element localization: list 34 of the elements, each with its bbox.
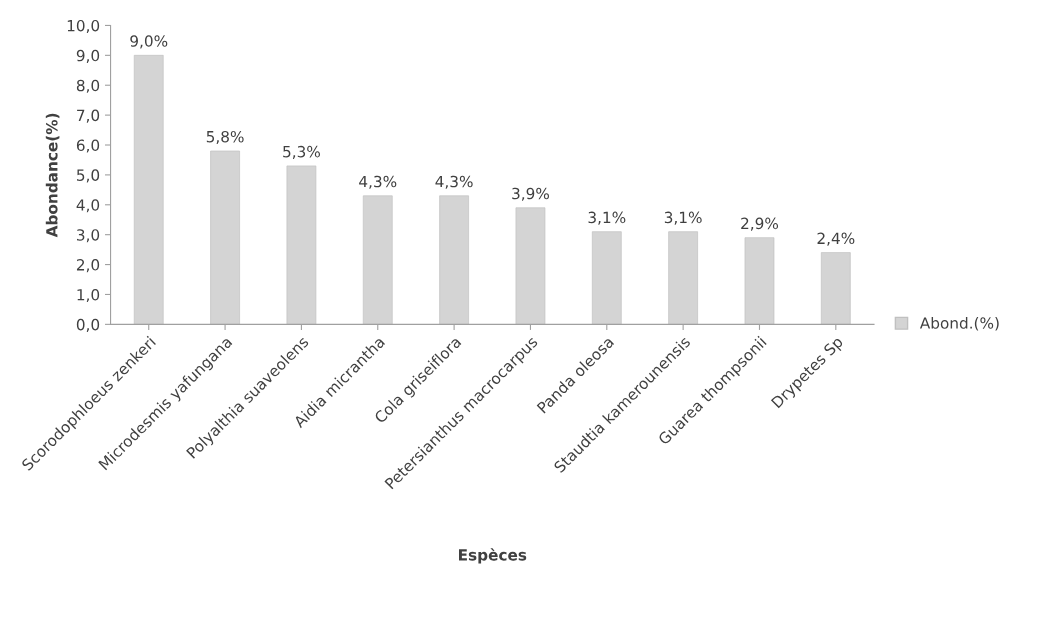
legend-label: Abond.(%) bbox=[919, 316, 999, 331]
data-label: 3,9% bbox=[512, 187, 550, 201]
y-tick-label: 2,0 bbox=[76, 259, 100, 273]
x-axis-title: Espèces bbox=[459, 548, 527, 564]
data-label: 9,0% bbox=[130, 35, 168, 49]
data-label: 4,3% bbox=[435, 175, 473, 189]
data-label: 5,3% bbox=[283, 145, 320, 159]
bar bbox=[439, 195, 469, 325]
bar bbox=[133, 54, 164, 325]
y-tick-label: 1,0 bbox=[77, 288, 100, 303]
data-label: 3,1% bbox=[588, 211, 626, 225]
y-tick-label: 5,0 bbox=[77, 169, 100, 183]
data-label: 2,9% bbox=[741, 217, 779, 231]
bar bbox=[744, 237, 775, 325]
data-label: 4,3% bbox=[359, 175, 397, 189]
y-tick-label: 0,0 bbox=[76, 318, 100, 332]
bar bbox=[515, 207, 546, 325]
y-axis-title: Abondance(%) bbox=[45, 113, 60, 238]
bar bbox=[362, 195, 393, 325]
y-tick-label: 10,0 bbox=[67, 19, 100, 34]
bar bbox=[591, 231, 622, 325]
bar bbox=[668, 231, 698, 325]
y-tick-label: 3,0 bbox=[77, 229, 100, 243]
y-tick-label: 9,0 bbox=[76, 49, 100, 63]
y-tick-label: 8,0 bbox=[76, 79, 100, 93]
data-label: 5,8% bbox=[206, 130, 244, 145]
data-label: 3,1% bbox=[664, 211, 702, 225]
y-tick-label: 4,0 bbox=[76, 199, 100, 213]
bar bbox=[286, 165, 317, 325]
bar bbox=[820, 252, 851, 325]
data-label: 2,4% bbox=[817, 232, 855, 246]
y-tick-label: 6,0 bbox=[76, 139, 100, 153]
y-tick-label: 7,0 bbox=[77, 109, 100, 123]
bar bbox=[210, 150, 240, 325]
